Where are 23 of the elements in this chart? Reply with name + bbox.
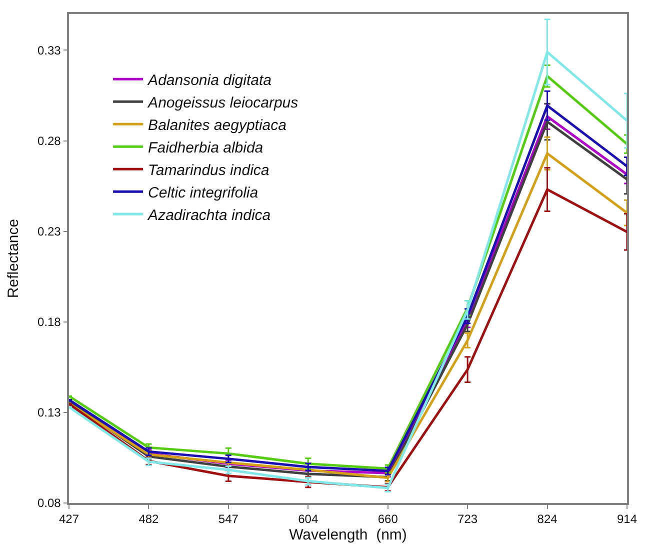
y-tick-label: 0.23 <box>37 224 62 239</box>
x-tick-label: 604 <box>298 512 318 526</box>
x-tick-label: 723 <box>458 512 478 526</box>
x-tick-label: 824 <box>537 512 558 526</box>
x-tick-label: 482 <box>138 512 160 526</box>
legend-label: Adansonia digitata <box>147 72 272 89</box>
legend-label: Azadirachta indica <box>147 207 271 224</box>
legend-label: Faidherbia albida <box>148 140 264 156</box>
y-tick-label: 0.13 <box>37 406 62 420</box>
x-tick-label: 914 <box>616 512 638 526</box>
x-tick-label: 427 <box>58 512 80 526</box>
x-tick-label: 660 <box>378 512 398 526</box>
x-tick-label: 547 <box>218 512 239 526</box>
y-tick-label: 0.33 <box>37 43 62 58</box>
legend-label: Tamarindus indica <box>148 162 270 179</box>
legend-label: Anogeissus leiocarpus <box>147 94 299 112</box>
y-axis-title: Reflectance <box>5 218 22 298</box>
legend-label: Balanites aegyptiaca <box>148 117 286 134</box>
y-tick-label: 0.08 <box>37 496 62 510</box>
legend-label: Celtic integrifolia <box>148 184 258 202</box>
y-tick-label: 0.18 <box>37 315 62 330</box>
x-axis-title: Wavelength (nm) <box>289 526 407 544</box>
y-tick-label: 0.28 <box>37 134 62 148</box>
